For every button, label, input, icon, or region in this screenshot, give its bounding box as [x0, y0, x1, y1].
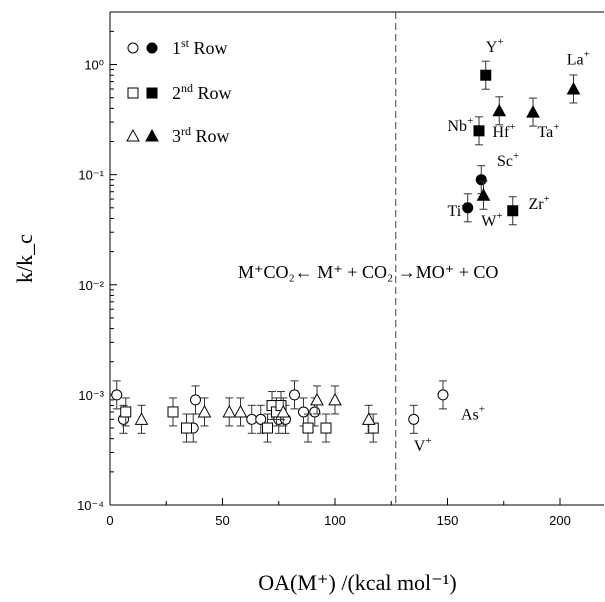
- y-tick-label: 10⁻²: [78, 278, 104, 293]
- ion-label: As+: [461, 403, 485, 423]
- data-point-filled: [475, 174, 487, 186]
- ion-label: Nb+: [448, 115, 474, 135]
- x-axis-label: OA(M⁺) /(kcal mol⁻¹): [258, 570, 456, 595]
- data-point-open: [289, 389, 300, 401]
- series-square: [120, 60, 519, 443]
- ion-label: W+: [481, 210, 502, 230]
- y-tick-label: 10⁻³: [78, 388, 104, 403]
- data-point-filled: [480, 69, 492, 81]
- legend-marker-open: [127, 42, 139, 54]
- plot-area: [109, 11, 604, 506]
- ion-label: Ta+: [538, 121, 560, 141]
- x-tick-label: 50: [215, 513, 229, 528]
- reaction-label: M⁺CO₂← M⁺ + CO₂ →MO⁺ + CO: [238, 262, 498, 282]
- x-tick-label: 200: [549, 513, 571, 528]
- data-point-open: [222, 404, 237, 418]
- data-point-filled: [473, 125, 485, 137]
- data-point-filled: [526, 105, 540, 118]
- ion-label: Ti+: [448, 200, 468, 220]
- data-point-open: [190, 394, 201, 406]
- x-tick-label: 0: [106, 513, 113, 528]
- data-point-filled: [492, 103, 507, 117]
- data-point-open: [134, 412, 149, 425]
- ion-label: La+: [567, 49, 590, 69]
- legend-marker-open: [126, 128, 140, 142]
- legend-marker-filled: [145, 128, 159, 142]
- axes-text: 0 50 100 150 200 10⁻⁴ 10⁻³ 10⁻² 10⁻¹ 10⁰ OA(M⁺) /(…: [12, 58, 571, 595]
- ion-label: Zr+: [529, 193, 550, 213]
- legend-marker-filled: [146, 42, 158, 54]
- data-point-open: [309, 406, 321, 418]
- data-point-open: [262, 422, 273, 434]
- legend-label: 2nd Row: [172, 81, 232, 103]
- data-point-open: [437, 389, 449, 401]
- data-point-filled: [566, 81, 581, 95]
- data-point-open: [328, 392, 342, 406]
- data-point-open: [120, 406, 132, 418]
- y-axis-label: k/k_c: [12, 234, 37, 283]
- data-point-open: [276, 404, 291, 418]
- data-point-open: [408, 413, 420, 425]
- y-tick-label: 10⁻¹: [78, 168, 104, 183]
- legend-marker-filled: [146, 87, 158, 99]
- y-tick-label: 10⁰: [84, 58, 104, 73]
- data-point-filled: [462, 202, 474, 214]
- data-point-open: [302, 422, 314, 434]
- markers: [111, 60, 581, 443]
- data-point-open: [167, 406, 179, 418]
- data-point-open: [111, 389, 123, 401]
- ion-label: Sc+: [497, 150, 519, 170]
- data-point-open: [181, 422, 192, 434]
- x-tick-label: 100: [324, 513, 346, 528]
- data-point-open: [310, 392, 324, 406]
- data-point-filled: [476, 188, 491, 201]
- series-triangle: [134, 74, 581, 434]
- legend-label: 1st Row: [172, 36, 228, 58]
- data-point-filled: [507, 205, 519, 217]
- data-point-open: [320, 422, 332, 434]
- data-point-open: [255, 413, 267, 425]
- data-point-open: [298, 406, 309, 418]
- ion-label: Y+: [486, 36, 504, 56]
- x-tick-label: 150: [437, 513, 459, 528]
- ion-label: V+: [414, 435, 432, 455]
- ion-label: Hf+: [493, 121, 516, 141]
- y-tick-label: 10⁻⁴: [77, 498, 104, 513]
- legend: 1st Row 2nd Row 3rd Row: [126, 36, 232, 146]
- series-circle: [111, 165, 487, 443]
- data-point-open: [233, 404, 248, 418]
- legend-label: 3rd Row: [172, 124, 230, 146]
- data-point-open: [197, 404, 212, 418]
- data-point-open: [361, 412, 376, 425]
- legend-marker-open: [127, 87, 139, 99]
